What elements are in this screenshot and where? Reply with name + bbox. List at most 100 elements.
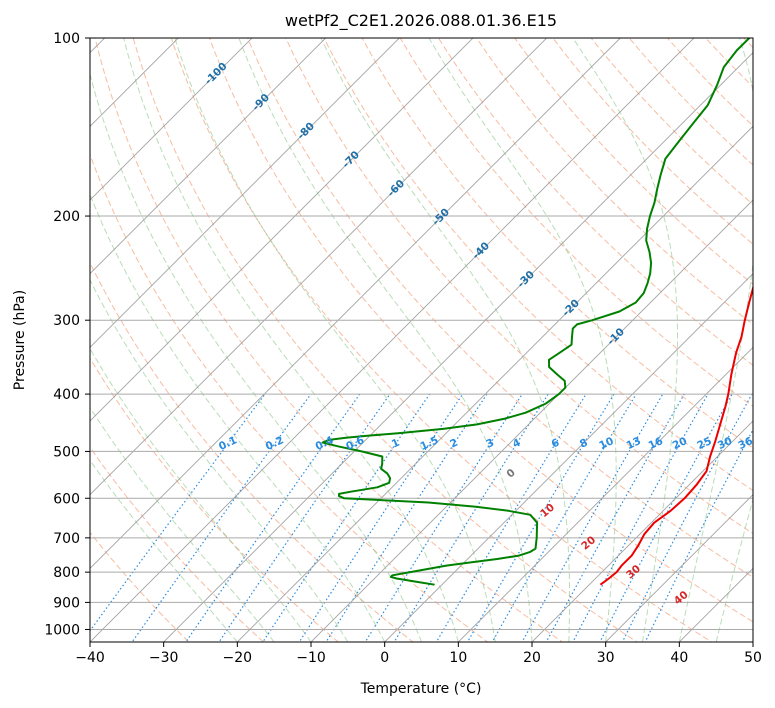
isotherm-line	[384, 273, 753, 642]
mixing-ratio-label: 16	[647, 435, 665, 452]
y-tick-label: 500	[53, 444, 80, 460]
mixing-ratio-label: 13	[625, 435, 643, 452]
isotherm-line	[90, 38, 327, 275]
dry-adiabat	[94, 38, 564, 642]
mixing-ratio-line	[185, 393, 361, 642]
y-tick-label: 100	[53, 31, 80, 47]
dry-adiabat	[208, 38, 753, 623]
dry-adiabat	[90, 261, 414, 642]
x-tick-label: 20	[523, 650, 541, 666]
x-tick-label: 40	[670, 650, 688, 666]
mixing-ratio-line	[364, 393, 523, 642]
background-lines	[90, 38, 753, 642]
mixing-ratio-label: 36	[736, 435, 754, 452]
dry-adiabat	[552, 38, 753, 245]
dry-adiabat	[90, 357, 340, 642]
mixing-ratio-line	[572, 393, 709, 642]
dry-adiabat	[476, 38, 753, 326]
mixing-ratio-label: 20	[671, 435, 689, 452]
plot-frame	[89, 37, 754, 643]
moist-adiabat	[174, 38, 496, 642]
x-tick-label: 30	[597, 650, 615, 666]
moist-adiabat	[428, 38, 617, 642]
moist-adiabat	[123, 38, 459, 642]
y-tick-label: 400	[53, 387, 80, 403]
dry-adiabat	[285, 38, 753, 535]
x-tick-label: −30	[149, 650, 179, 666]
isotherm-line	[90, 38, 621, 569]
dry-adiabat	[132, 38, 638, 642]
moist-adiabat	[90, 193, 386, 642]
mixing-ratio-line	[90, 393, 266, 632]
isotherm-line	[90, 38, 548, 496]
mixing-ratio-label: 10	[597, 435, 615, 452]
mixing-ratio-label: 6	[550, 437, 562, 451]
dry-adiabat	[323, 38, 753, 492]
y-axis-label: Pressure (hPa)	[12, 290, 28, 390]
mixing-ratio-label: 8	[578, 437, 590, 451]
x-axis: −40 −30 −20 −10 0 10 20 30 40 50	[75, 642, 762, 666]
moist-adiabat	[320, 38, 570, 642]
moist-adiabat	[238, 38, 533, 642]
mixing-ratio-line	[521, 393, 664, 642]
dry-adiabat	[399, 38, 753, 408]
mixing-ratio-line	[621, 393, 753, 642]
moist-adiabat	[90, 459, 238, 642]
moist-adiabat	[572, 38, 678, 642]
dry-adiabat	[90, 446, 265, 642]
mixing-ratio-label: 3	[484, 437, 496, 451]
y-tick-label: 700	[53, 531, 80, 547]
y-tick-label: 200	[53, 209, 80, 225]
isotherm-line	[90, 38, 400, 348]
x-axis-label: Temperature (°C)	[360, 681, 482, 697]
temperature-line	[599, 284, 753, 586]
y-tick-label: 600	[53, 491, 80, 507]
mixing-ratio-label: 1	[390, 437, 402, 451]
dry-adiabat	[514, 38, 753, 285]
x-tick-label: −20	[223, 650, 253, 666]
mixing-ratio-line	[131, 393, 312, 642]
dry-adiabat	[437, 38, 753, 366]
mixing-ratio-line	[262, 393, 431, 642]
dewpoint-line	[321, 38, 751, 586]
y-tick-label: 900	[53, 595, 80, 611]
moist-adiabat	[90, 406, 275, 642]
isotherm-line	[605, 494, 753, 642]
mixing-ratio-label: 2	[448, 437, 460, 451]
isotherm-line	[90, 38, 474, 422]
mixing-ratio-line	[491, 393, 637, 642]
x-tick-label: 50	[744, 650, 762, 666]
chart-title: wetPf2_C2E1.2026.088.01.36.E15	[285, 11, 557, 31]
dry-adiabat	[247, 38, 753, 578]
x-tick-label: 0	[380, 650, 389, 666]
isotherm-line	[236, 125, 753, 642]
moist-adiabat	[678, 38, 753, 642]
mixing-ratio-line	[218, 393, 391, 642]
dry-adiabat	[361, 38, 753, 449]
y-axis: 100 200 300 400 500 600 700 800 900 1000	[44, 31, 90, 638]
isotherm-line	[531, 420, 753, 642]
dry-adiabat	[90, 153, 489, 642]
x-tick-label: 10	[449, 650, 467, 666]
x-tick-label: −40	[75, 650, 105, 666]
dry-adiabat	[170, 38, 713, 642]
isotherm-line	[310, 199, 753, 642]
x-tick-label: −10	[296, 650, 326, 666]
mixing-ratio-label: 30	[716, 435, 734, 452]
mixing-ratio-label: 25	[695, 435, 713, 452]
isotherm-line	[457, 346, 753, 642]
mixing-ratio-line	[599, 393, 733, 642]
moist-adiabat	[90, 72, 422, 642]
isotherm-line	[90, 38, 253, 201]
y-tick-label: 800	[53, 565, 80, 581]
mixing-ratio-line	[393, 393, 549, 642]
mixing-ratio-line	[435, 393, 587, 642]
y-tick-label: 1000	[44, 622, 80, 638]
moist-adiabat	[90, 278, 349, 642]
mixing-ratio-label: 4	[511, 437, 523, 451]
moist-adiabat	[90, 347, 312, 642]
isotherm-line	[90, 38, 695, 642]
sounding-lines	[321, 38, 753, 586]
